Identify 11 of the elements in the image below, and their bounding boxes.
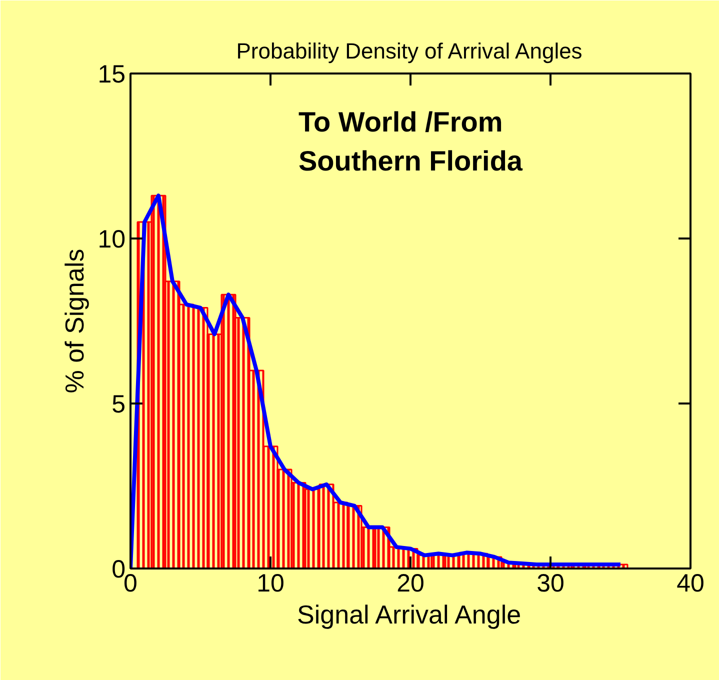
- y-tick-label: 5: [112, 390, 126, 418]
- y-axis-title: % of Signals: [60, 248, 90, 394]
- y-tick-label: 15: [98, 60, 126, 88]
- x-tick-label: 40: [676, 570, 704, 598]
- y-tick-label: 10: [98, 226, 126, 254]
- x-tick-label: 10: [256, 570, 284, 598]
- annotation: To World /From Southern Florida: [298, 106, 523, 176]
- chart-title: Probability Density of Arrival Angles: [236, 38, 582, 64]
- x-tick-label: 20: [396, 570, 424, 598]
- x-axis-title: Signal Arrival Angle: [297, 600, 522, 630]
- x-tick-label: 30: [536, 570, 564, 598]
